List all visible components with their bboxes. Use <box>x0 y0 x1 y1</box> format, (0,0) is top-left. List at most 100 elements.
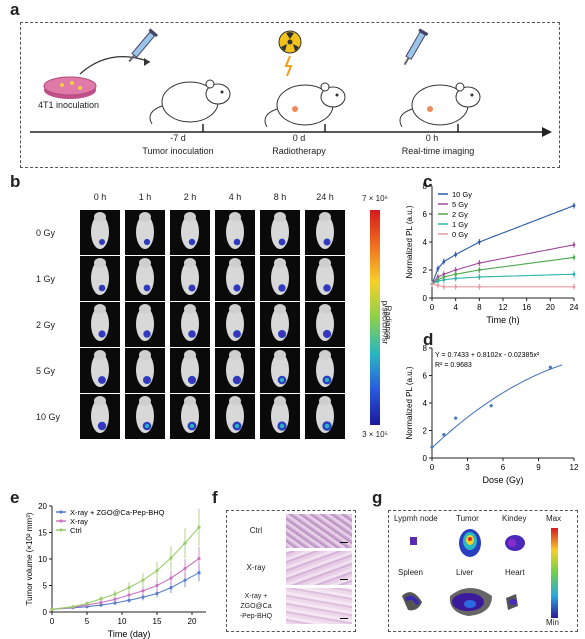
mouse-image <box>125 394 165 439</box>
legend-marker <box>59 510 63 514</box>
organ-kidney <box>505 535 525 551</box>
histology-label-combo: X-ray + ZGO@Ca -Pep-BHQ <box>239 593 273 620</box>
data-point <box>113 601 117 605</box>
x-tick-label: 0 <box>50 617 55 626</box>
data-point <box>155 591 159 596</box>
legend-label: Ctrl <box>70 526 82 535</box>
x-axis-label: Time (day) <box>108 629 151 639</box>
data-point <box>169 586 173 590</box>
data-point <box>442 278 446 282</box>
data-point <box>442 260 446 263</box>
mouse-image <box>305 210 345 255</box>
y-tick-label: 6 <box>423 372 428 381</box>
series-line <box>51 572 200 610</box>
timeline-arrow-icon <box>542 127 552 137</box>
mouse-image <box>80 256 120 301</box>
legend-label: X-ray + ZGO@Ca-Pep-BHQ <box>70 508 165 517</box>
legend-label: X-ray <box>70 517 88 526</box>
y-tick-label: 8 <box>423 344 428 353</box>
mouse-image <box>125 210 165 255</box>
timeline-time-2: 0 d <box>292 133 306 143</box>
x-tick-label: 3 <box>465 463 470 472</box>
panel-label-c: c <box>423 172 433 191</box>
series-line <box>431 283 574 288</box>
data-point <box>477 261 481 265</box>
mouse-image <box>170 348 210 393</box>
mouse-image <box>305 394 345 439</box>
organ-heart <box>506 594 518 610</box>
dose-label: 0 Gy <box>36 228 56 238</box>
syringe-icon <box>128 28 159 63</box>
data-point <box>454 285 458 289</box>
data-point <box>454 272 458 276</box>
data-point <box>430 445 434 449</box>
data-point <box>454 268 458 272</box>
legend-label: 0 Gy <box>452 230 468 239</box>
x-tick-label: 16 <box>522 303 531 312</box>
y-tick-label: 6 <box>423 210 428 219</box>
data-point <box>477 285 481 289</box>
time-label: 4 h <box>228 192 242 202</box>
mouse-image <box>305 256 345 301</box>
mouse-image <box>80 210 120 255</box>
data-point <box>572 204 576 207</box>
data-point <box>85 601 89 606</box>
time-label: 24 h <box>316 192 334 202</box>
timeline-time-3: 0 h <box>425 133 439 143</box>
curved-arrow-icon <box>79 56 151 75</box>
chart-d: 0 3 6 9 12 0 2 4 6 8 Dose (Gy) Normalized PL (a.u.)… <box>405 344 579 485</box>
x-tick-label: 8 <box>477 303 482 312</box>
panel-a-frame <box>20 22 560 168</box>
timeline-time-1: -7 d <box>170 133 186 143</box>
mouse-image <box>170 210 210 255</box>
mouse-image <box>125 348 165 393</box>
data-point <box>141 578 145 582</box>
data-point <box>572 256 576 259</box>
organ-label-liver: Liver <box>456 568 474 577</box>
series-line <box>431 273 575 285</box>
legend-label: 10 Gy <box>452 190 472 199</box>
series-line <box>431 244 575 285</box>
time-label: 8 h <box>273 192 287 202</box>
y-tick-label: 4 <box>423 399 428 408</box>
dose-label: 1 Gy <box>36 274 56 284</box>
mouse-image <box>170 394 210 439</box>
organ-label-tumor: Tumor <box>456 514 479 523</box>
data-point <box>127 586 131 590</box>
data-point <box>127 598 131 602</box>
mouse-image <box>215 210 255 255</box>
mouse-image <box>215 348 255 393</box>
mouse-image <box>80 348 120 393</box>
x-tick-label: 5 <box>85 617 90 626</box>
data-point <box>197 525 201 529</box>
data-point <box>183 578 187 582</box>
histology-label-ctrl: Ctrl <box>249 526 263 535</box>
data-point <box>197 571 201 575</box>
data-point <box>141 595 145 599</box>
mouse-image <box>215 256 255 301</box>
timeline-event-2: Radiotherapy <box>272 146 326 156</box>
syringe-icon <box>403 28 429 66</box>
data-point <box>197 556 201 561</box>
data-point <box>454 416 458 420</box>
dose-label: 2 Gy <box>36 320 56 330</box>
dose-label: 10 Gy <box>36 412 61 422</box>
y-tick-label: 0 <box>423 294 428 303</box>
panel-label-f: f <box>212 488 218 507</box>
colorbar-max: 7 × 10⁶ <box>362 194 388 203</box>
organ-label-lymph-node: Lypmh node <box>394 514 438 523</box>
data-point <box>572 243 576 247</box>
panel-label-d: d <box>423 330 434 349</box>
mouse-icon <box>264 82 346 128</box>
chart-e: 0 5 10 15 20 0 5 10 15 20 Time (day) Tumor volume (… <box>25 502 206 639</box>
y-tick-label: 20 <box>38 502 47 511</box>
scale-bar <box>340 579 348 580</box>
data-point <box>141 589 145 593</box>
panel-a-schematic <box>30 28 552 137</box>
organ-colorbar <box>551 528 558 618</box>
legend-marker <box>59 528 63 532</box>
mouse-image <box>260 302 300 347</box>
dose-label: 5 Gy <box>36 366 56 376</box>
lightning-icon <box>284 55 293 77</box>
mouse-image <box>125 302 165 347</box>
